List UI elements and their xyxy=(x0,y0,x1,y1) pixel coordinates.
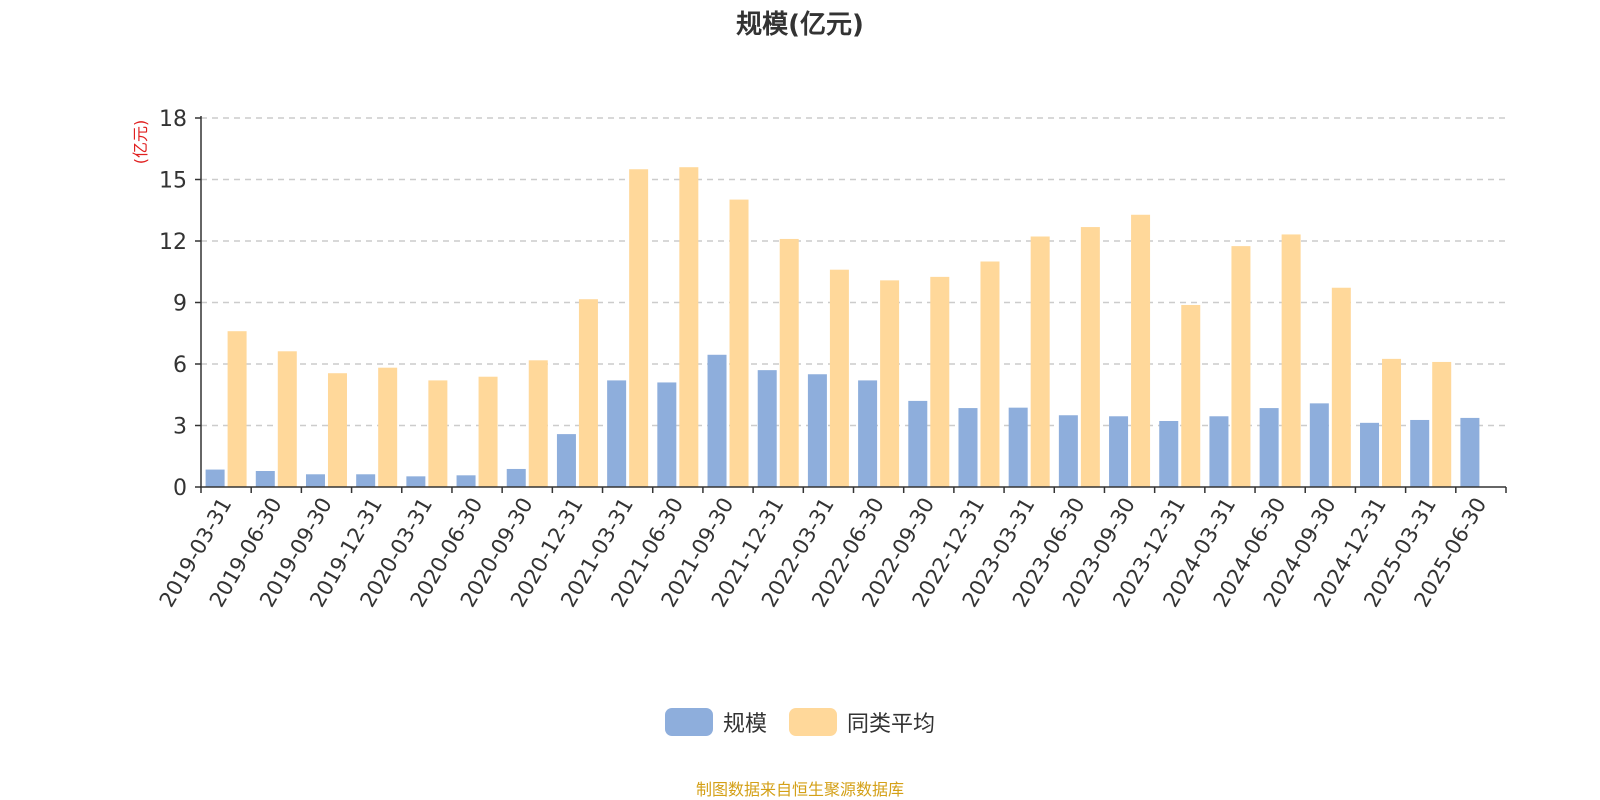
bar-scale-2021-09-30[interactable] xyxy=(707,354,727,487)
bar-scale-2025-06-30[interactable] xyxy=(1460,417,1480,487)
bar-peer-average-2022-09-30[interactable] xyxy=(930,276,950,487)
bar-peer-average-2022-12-31[interactable] xyxy=(980,261,1000,488)
bar-peer-average-2023-09-30[interactable] xyxy=(1131,214,1151,487)
bar-peer-average-2020-06-30[interactable] xyxy=(478,376,498,487)
bar-peer-average-2020-09-30[interactable] xyxy=(528,360,548,487)
bar-peer-average-2019-06-30[interactable] xyxy=(277,351,297,487)
bar-peer-average-2023-12-31[interactable] xyxy=(1181,304,1201,487)
bar-scale-2020-06-30[interactable] xyxy=(456,475,476,487)
bar-scale-2022-12-31[interactable] xyxy=(958,408,978,487)
legend-label-peer-average: 同类平均 xyxy=(847,712,936,737)
legend-item-scale[interactable]: 规模 xyxy=(664,706,767,738)
bar-peer-average-2021-06-30[interactable] xyxy=(679,167,699,487)
bar-peer-average-2022-03-31[interactable] xyxy=(829,269,849,487)
y-tick-label: 3 xyxy=(173,415,187,440)
bar-peer-average-2022-06-30[interactable] xyxy=(880,280,900,487)
bar-scale-2021-06-30[interactable] xyxy=(657,382,677,487)
bar-peer-average-2019-03-31[interactable] xyxy=(227,331,247,487)
axes xyxy=(195,116,1507,493)
legend-item-peer-average[interactable]: 同类平均 xyxy=(789,706,935,738)
chart-title: 规模(亿元) xyxy=(736,10,864,40)
y-tick-label: 12 xyxy=(159,230,187,255)
bar-peer-average-2024-06-30[interactable] xyxy=(1281,234,1301,487)
bar-scale-2024-06-30[interactable] xyxy=(1259,408,1279,487)
bar-scale-2022-09-30[interactable] xyxy=(908,400,928,487)
bar-scale-2022-06-30[interactable] xyxy=(858,380,878,487)
bar-scale-2019-06-30[interactable] xyxy=(255,471,275,487)
bar-peer-average-2019-09-30[interactable] xyxy=(327,373,347,487)
legend-swatch-scale xyxy=(664,708,713,736)
grid-lines xyxy=(201,117,1506,427)
bar-scale-2025-03-31[interactable] xyxy=(1410,419,1430,487)
bar-scale-2020-03-31[interactable] xyxy=(406,476,426,487)
y-tick-label: 9 xyxy=(173,292,187,317)
bar-peer-average-2021-12-31[interactable] xyxy=(779,238,799,487)
bar-scale-2024-09-30[interactable] xyxy=(1309,403,1329,487)
bar-peer-average-2019-12-31[interactable] xyxy=(378,367,398,487)
y-tick-label: 0 xyxy=(173,476,187,501)
bar-scale-2023-03-31[interactable] xyxy=(1008,407,1028,487)
bar-peer-average-2020-12-31[interactable] xyxy=(578,299,598,487)
bar-scale-2021-03-31[interactable] xyxy=(607,380,627,487)
bar-peer-average-2021-09-30[interactable] xyxy=(729,199,749,487)
bars xyxy=(205,167,1480,488)
bar-scale-2019-09-30[interactable] xyxy=(305,474,325,487)
bar-peer-average-2025-03-31[interactable] xyxy=(1432,361,1452,487)
bar-scale-2019-03-31[interactable] xyxy=(205,469,225,487)
bar-scale-2023-06-30[interactable] xyxy=(1058,415,1078,487)
bar-peer-average-2021-03-31[interactable] xyxy=(629,169,649,487)
bar-scale-2023-12-31[interactable] xyxy=(1159,420,1179,487)
bar-peer-average-2020-03-31[interactable] xyxy=(428,380,448,487)
y-tick-label: 6 xyxy=(173,353,187,378)
bar-scale-2024-12-31[interactable] xyxy=(1360,422,1380,487)
legend-label-scale: 规模 xyxy=(722,712,767,737)
y-tick-label: 18 xyxy=(159,107,187,132)
bar-scale-2021-12-31[interactable] xyxy=(757,370,777,487)
bar-peer-average-2024-12-31[interactable] xyxy=(1382,358,1402,487)
bar-peer-average-2023-03-31[interactable] xyxy=(1030,236,1050,487)
bar-scale-2020-12-31[interactable] xyxy=(556,434,576,487)
legend-swatch-peer-average xyxy=(789,708,837,736)
legend: 规模 同类平均 xyxy=(0,706,1600,738)
bar-peer-average-2023-06-30[interactable] xyxy=(1080,227,1100,487)
bar-peer-average-2024-09-30[interactable] xyxy=(1331,287,1351,487)
y-axis-unit-label: (亿元) xyxy=(131,120,150,165)
bar-scale-2023-09-30[interactable] xyxy=(1109,416,1129,487)
bar-scale-2019-12-31[interactable] xyxy=(356,474,376,487)
bar-scale-2022-03-31[interactable] xyxy=(807,374,827,487)
y-tick-label: 15 xyxy=(159,169,187,194)
bar-scale-2020-09-30[interactable] xyxy=(506,468,526,487)
bar-peer-average-2024-03-31[interactable] xyxy=(1231,246,1251,487)
bar-scale-2024-03-31[interactable] xyxy=(1209,416,1229,487)
source-note: 制图数据来自恒生聚源数据库 xyxy=(695,780,904,799)
